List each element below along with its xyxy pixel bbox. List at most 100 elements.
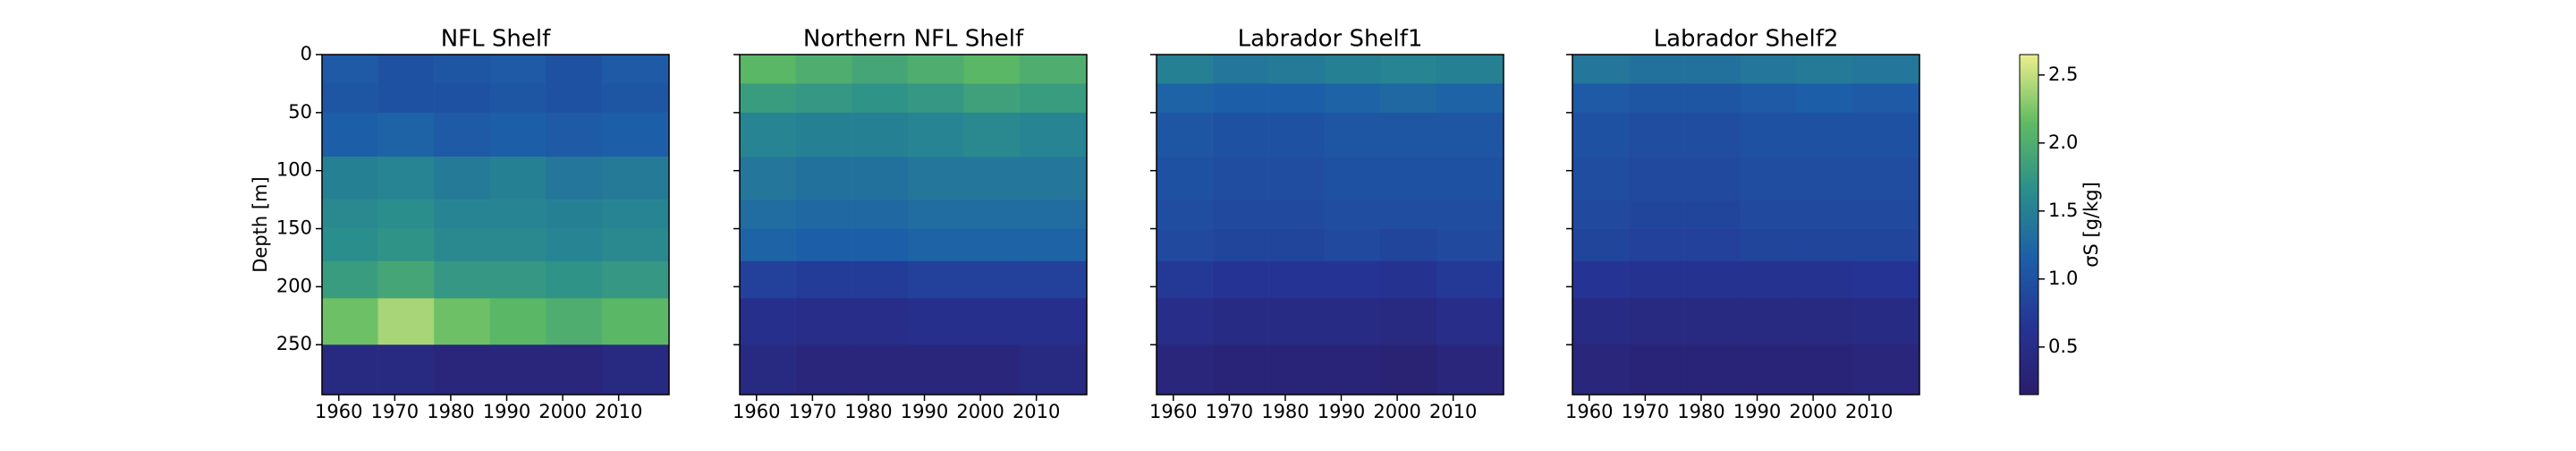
x-tick-label: 1980 [1261, 401, 1309, 422]
heatmap-cell [740, 55, 796, 84]
plot-frame [321, 54, 670, 396]
heatmap-cell [489, 345, 547, 396]
heatmap-cell [1212, 55, 1269, 84]
heatmap-cell [1740, 55, 1797, 84]
heatmap-cell [1740, 157, 1797, 200]
heatmap-cell [546, 112, 603, 157]
heatmap-cell [546, 260, 603, 299]
heatmap-cell [1796, 83, 1853, 114]
heatmap-cell [1380, 83, 1437, 114]
heatmap-cell [377, 200, 435, 229]
heatmap-cell [601, 228, 670, 262]
heatmap-cell [377, 83, 435, 114]
heatmap-cell [1380, 157, 1437, 200]
heatmap-cell [1212, 345, 1269, 396]
heatmap-cell [1628, 345, 1685, 396]
heatmap-cell [1268, 260, 1326, 299]
heatmap-cell [1019, 298, 1088, 345]
plot-frame [1572, 54, 1920, 396]
heatmap-cell [1796, 200, 1853, 229]
heatmap-cell [1157, 83, 1213, 114]
heatmap-cell [963, 228, 1021, 262]
x-tick-label: 1990 [1733, 401, 1781, 422]
x-tick-label: 1990 [1318, 401, 1365, 422]
heatmap-cell [795, 200, 852, 229]
heatmap-cell [1212, 112, 1269, 157]
heatmap-cell [1019, 260, 1088, 299]
heatmap-cell [322, 345, 378, 396]
heatmap-cell [489, 55, 547, 84]
heatmap-cell [852, 200, 909, 229]
heatmap-cell [1324, 83, 1381, 114]
y-tick-label: 100 [276, 159, 312, 181]
panel-title: NFL Shelf [441, 26, 551, 53]
heatmap-cell [1019, 200, 1088, 229]
heatmap-cell [1628, 83, 1685, 114]
x-tick-label: 2010 [1845, 401, 1893, 422]
heatmap-cell [546, 55, 603, 84]
heatmap-cell [740, 157, 796, 200]
heatmap-cell [1380, 345, 1437, 396]
heatmap-cell [377, 345, 435, 396]
heatmap-cell [1628, 55, 1685, 84]
heatmap-cell [1212, 83, 1269, 114]
heatmap-cell [1324, 112, 1381, 157]
heatmap-cell [434, 260, 491, 299]
heatmap-cell [1684, 228, 1741, 262]
heatmap-cell [852, 260, 909, 299]
heatmap-cell [1740, 298, 1797, 345]
heatmap-cell [1684, 112, 1741, 157]
heatmap-cell [1572, 228, 1629, 262]
heatmap-cell [1157, 112, 1213, 157]
heatmap-cell [1740, 112, 1797, 157]
heatmap-cell [1628, 157, 1685, 200]
heatmap-cell [1212, 200, 1269, 229]
heatmap-cell [1324, 298, 1381, 345]
heatmap-cell [907, 157, 964, 200]
heatmap-cell [1380, 260, 1437, 299]
heatmap-cell [1572, 298, 1629, 345]
heatmap-cell [322, 298, 378, 345]
heatmap-cell [1796, 260, 1853, 299]
plot-frame [1156, 54, 1504, 396]
heatmap-cell [1268, 157, 1326, 200]
heatmap-cell [546, 157, 603, 200]
heatmap-cell [489, 228, 547, 262]
colorbar-tick-label: 2.5 [2048, 64, 2078, 85]
heatmap-cell [1572, 55, 1629, 84]
heatmap-cell [740, 260, 796, 299]
heatmap-cell [907, 112, 964, 157]
heatmap-cell [1572, 112, 1629, 157]
heatmap-cell [1157, 55, 1213, 84]
colorbar-tick-label: 2.0 [2048, 132, 2078, 153]
heatmap-cell [1796, 55, 1853, 84]
heatmap-cell [1572, 157, 1629, 200]
heatmap-cell [1212, 228, 1269, 262]
heatmap-cell [489, 260, 547, 299]
heatmap-cell [963, 157, 1021, 200]
heatmap-cell [434, 157, 491, 200]
heatmap-cell [1796, 228, 1853, 262]
x-tick-label: 1970 [789, 401, 836, 422]
heatmap-cell [795, 345, 852, 396]
panel-title: Labrador Shelf2 [1654, 26, 1839, 53]
heatmap-cell [546, 345, 603, 396]
heatmap-cell [601, 112, 670, 157]
heatmap-cell [1572, 200, 1629, 229]
x-tick-label: 1980 [1677, 401, 1724, 422]
heatmap-cell [852, 345, 909, 396]
heatmap-cell [740, 200, 796, 229]
heatmap-cell [1157, 200, 1213, 229]
heatmap-cell [1684, 298, 1741, 345]
x-tick-label: 1960 [1565, 401, 1613, 422]
heatmap-cell [1852, 55, 1920, 84]
panel-title: Labrador Shelf1 [1238, 26, 1423, 53]
y-axis-label: Depth [m] [250, 176, 271, 272]
heatmap-cell [1740, 345, 1797, 396]
heatmap-cell [1436, 112, 1504, 157]
heatmap-cell [1157, 345, 1213, 396]
heatmap-cell [963, 200, 1021, 229]
heatmap-cell [377, 55, 435, 84]
heatmap-cell [1212, 157, 1269, 200]
x-tick-label: 2000 [538, 401, 586, 422]
